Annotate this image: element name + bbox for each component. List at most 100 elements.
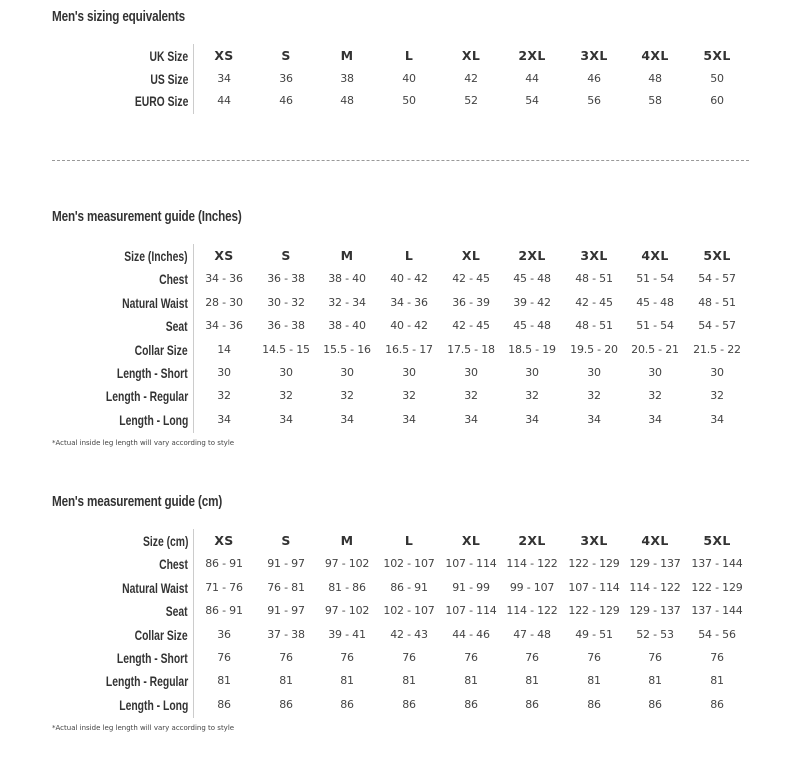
- table-cell: 30 - 32: [267, 295, 305, 309]
- table-cell: 47 - 48: [513, 627, 551, 641]
- table-cell: 51 - 54: [636, 319, 674, 333]
- table-cell: 81: [648, 674, 662, 688]
- table-cell: 81: [279, 674, 293, 688]
- table-cell: 30: [340, 366, 354, 379]
- table-cell: 52: [464, 94, 478, 108]
- column-header: 3XL: [580, 48, 608, 63]
- row-label: Collar Size: [135, 626, 188, 643]
- row-label: Length - Regular: [105, 673, 188, 690]
- row-label: Chest: [159, 556, 188, 573]
- column-header: M: [340, 533, 354, 548]
- table-cell: 32: [464, 389, 478, 403]
- table-cell: 76: [279, 651, 293, 664]
- table-cell: 32: [402, 389, 416, 403]
- column-header: M: [340, 48, 354, 63]
- table-cell: 86: [464, 697, 478, 711]
- row-label: Seat: [166, 603, 188, 620]
- column-header: 4XL: [641, 248, 669, 263]
- table-cell: 137 - 144: [691, 604, 743, 618]
- row-label: US Size: [149, 70, 188, 87]
- table-divider: [193, 244, 194, 434]
- table-cell: 34 - 36: [205, 319, 243, 333]
- table-cell: 45 - 48: [513, 272, 551, 286]
- table-cell: 30: [217, 366, 231, 379]
- table-cell: 32: [279, 389, 293, 403]
- table-cell: 46: [279, 94, 293, 108]
- column-header: 3XL: [580, 533, 608, 548]
- table-cell: 45 - 48: [513, 319, 551, 333]
- table-cell: 21.5 - 22: [693, 342, 741, 356]
- section-divider: [52, 160, 749, 161]
- table-cell: 86: [340, 697, 354, 711]
- table-cell: 48: [340, 94, 354, 108]
- table-cell: 42 - 45: [452, 272, 490, 286]
- table-cell: 86: [710, 697, 724, 711]
- column-header: 2XL: [518, 533, 546, 548]
- table-cell: 91 - 97: [267, 557, 305, 571]
- table-cell: 48 - 51: [575, 272, 613, 286]
- row-label: Length - Regular: [105, 388, 188, 405]
- table-cell: 86: [648, 697, 662, 711]
- column-header: 3XL: [580, 248, 608, 263]
- table-cell: 30: [464, 366, 478, 379]
- row-label: Length - Long: [118, 411, 188, 428]
- table-cell: 54 - 56: [698, 627, 736, 641]
- table-cell: 60: [710, 94, 724, 108]
- table-cell: 28 - 30: [205, 295, 243, 309]
- column-header: XS: [214, 533, 234, 548]
- table-cell: 17.5 - 18: [447, 342, 495, 356]
- table-cell: 91 - 99: [452, 580, 490, 594]
- column-header: 5XL: [703, 533, 731, 548]
- table-cell: 36 - 39: [452, 295, 490, 309]
- table-cell: 102 - 107: [383, 557, 435, 571]
- table-cell: 107 - 114: [445, 557, 497, 571]
- table-cell: 15.5 - 16: [323, 342, 371, 356]
- table-cell: 30: [710, 366, 724, 379]
- table-cell: 86: [587, 697, 601, 711]
- table-divider: [193, 44, 194, 115]
- table-cell: 81: [464, 674, 478, 688]
- column-header: XS: [214, 248, 234, 263]
- column-header: 4XL: [641, 533, 669, 548]
- table-cell: 81: [217, 674, 231, 688]
- row-label: Length - Short: [117, 650, 188, 666]
- row-label: Natural Waist: [122, 294, 188, 311]
- table-cell: 32: [648, 389, 662, 403]
- table-cell: 40 - 42: [390, 272, 428, 286]
- row-label: Length - Long: [118, 696, 188, 713]
- table-cell: 18.5 - 19: [508, 342, 556, 356]
- table-cell: 86: [402, 697, 416, 711]
- table-cell: 34: [217, 71, 231, 85]
- table-cell: 36: [279, 71, 293, 85]
- table-cell: 51 - 54: [636, 272, 674, 286]
- table-cell: 107 - 114: [568, 580, 620, 594]
- table-cell: 30: [525, 366, 539, 379]
- table-cell: 86: [279, 697, 293, 711]
- table-cell: 49 - 51: [575, 627, 613, 641]
- table-cell: 50: [402, 94, 416, 108]
- table-cell: 76: [464, 651, 478, 664]
- table-cell: 42 - 43: [390, 627, 428, 641]
- table-cell: 97 - 102: [324, 557, 370, 571]
- table-cell: 76: [587, 651, 601, 664]
- table-cell: 81: [525, 674, 539, 688]
- table-cell: 86 - 91: [390, 580, 428, 594]
- table-cell: 44 - 46: [452, 627, 490, 641]
- row-label: Size (Inches): [124, 248, 188, 264]
- row-label: UK Size: [149, 48, 188, 64]
- column-header: 5XL: [703, 48, 731, 63]
- table-cell: 76: [710, 651, 724, 664]
- table-cell: 34 - 36: [390, 295, 428, 309]
- table-cell: 34: [648, 412, 662, 426]
- row-label: Seat: [166, 318, 188, 335]
- table-cell: 36 - 38: [267, 319, 305, 333]
- row-label: EURO Size: [134, 93, 188, 110]
- table-cell: 44: [525, 71, 539, 85]
- table-cell: 38: [340, 71, 354, 85]
- table-cell: 48: [648, 71, 662, 85]
- table-cell: 39 - 42: [513, 295, 551, 309]
- column-header: XS: [214, 48, 234, 63]
- table-cell: 34: [402, 412, 416, 426]
- table-cell: 86: [217, 697, 231, 711]
- table-cell: 99 - 107: [509, 580, 555, 594]
